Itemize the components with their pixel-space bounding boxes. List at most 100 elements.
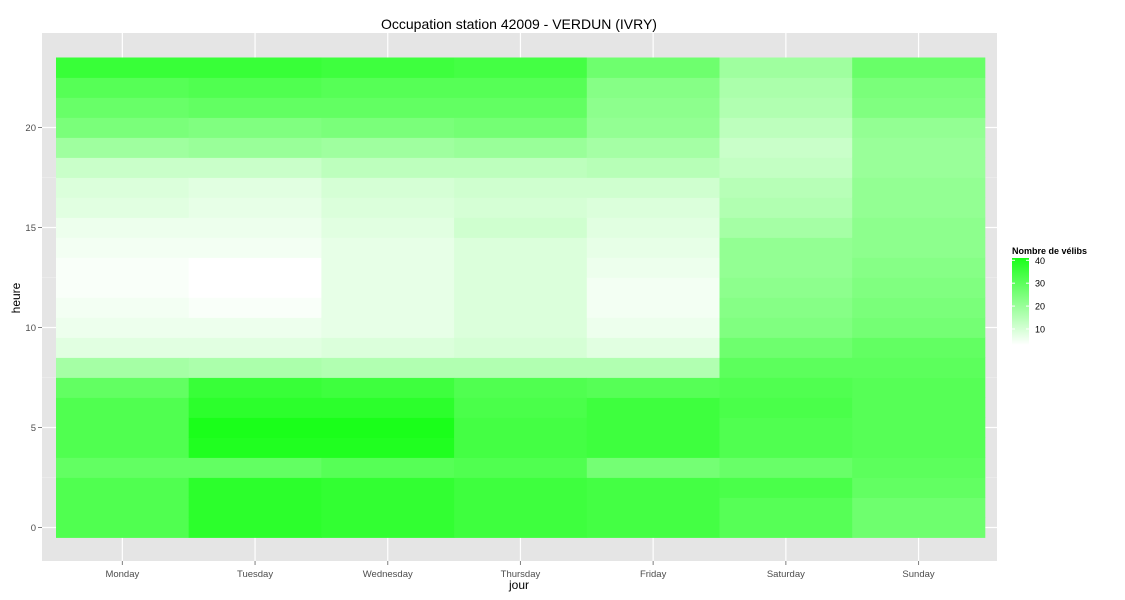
heatmap-cell-wednesday-3 [321, 457, 455, 478]
heatmap-cell-friday-9 [586, 337, 720, 358]
heatmap-cell-friday-15 [586, 217, 720, 238]
heatmap-cell-thursday-21 [454, 97, 588, 118]
heatmap-cell-thursday-11 [454, 297, 588, 318]
heatmap-cell-wednesday-12 [321, 277, 455, 298]
heatmap-cell-monday-22 [56, 77, 190, 98]
heatmap-cell-friday-13 [586, 257, 720, 278]
heatmap-cell-friday-17 [586, 177, 720, 198]
color-legend: Nombre de vélibs 10 20 30 40 [1012, 246, 1087, 345]
heatmap-cell-sunday-1 [852, 497, 986, 518]
heatmap-cell-tuesday-11 [188, 297, 322, 318]
heatmap-cell-sunday-19 [852, 137, 986, 158]
heatmap-cell-tuesday-14 [188, 237, 322, 258]
heatmap-cell-thursday-18 [454, 157, 588, 178]
heatmap-cell-monday-2 [56, 477, 190, 498]
heatmap-cell-friday-10 [586, 317, 720, 338]
heatmap-cell-monday-14 [56, 237, 190, 258]
heatmap-tiles [56, 57, 986, 538]
heatmap-cell-wednesday-15 [321, 217, 455, 238]
heatmap-cell-sunday-11 [852, 297, 986, 318]
y-tick-label: 0 [31, 523, 36, 534]
heatmap-cell-tuesday-4 [188, 437, 322, 458]
chart-title: Occupation station 42009 - VERDUN (IVRY) [381, 16, 657, 32]
heatmap-cell-thursday-23 [454, 57, 588, 78]
heatmap-cell-sunday-21 [852, 97, 986, 118]
heatmap-cell-tuesday-18 [188, 157, 322, 178]
legend-color-bar [1012, 258, 1029, 345]
heatmap-cell-saturday-5 [719, 417, 853, 438]
heatmap-cell-thursday-4 [454, 437, 588, 458]
heatmap-cell-wednesday-18 [321, 157, 455, 178]
heatmap-cell-monday-23 [56, 57, 190, 78]
heatmap-cell-saturday-12 [719, 277, 853, 298]
heatmap-cell-tuesday-21 [188, 97, 322, 118]
legend-tick-label: 10 [1035, 324, 1045, 334]
heatmap-cell-saturday-23 [719, 57, 853, 78]
heatmap-cell-monday-13 [56, 257, 190, 278]
heatmap-cell-friday-7 [586, 377, 720, 398]
heatmap-cell-thursday-9 [454, 337, 588, 358]
heatmap-cell-monday-11 [56, 297, 190, 318]
heatmap-cell-saturday-20 [719, 117, 853, 138]
heatmap-cell-monday-15 [56, 217, 190, 238]
heatmap-cell-friday-20 [586, 117, 720, 138]
heatmap-cell-saturday-13 [719, 257, 853, 278]
heatmap-cell-wednesday-8 [321, 357, 455, 378]
heatmap-cell-sunday-6 [852, 397, 986, 418]
heatmap-cell-thursday-15 [454, 217, 588, 238]
heatmap-cell-friday-11 [586, 297, 720, 318]
heatmap-cell-tuesday-9 [188, 337, 322, 358]
heatmap-cell-friday-3 [586, 457, 720, 478]
heatmap-cell-tuesday-20 [188, 117, 322, 138]
heatmap-cell-sunday-2 [852, 477, 986, 498]
heatmap-cell-tuesday-13 [188, 257, 322, 278]
heatmap-cell-thursday-12 [454, 277, 588, 298]
heatmap-cell-monday-5 [56, 417, 190, 438]
heatmap-cell-tuesday-7 [188, 377, 322, 398]
heatmap-cell-sunday-3 [852, 457, 986, 478]
heatmap-cell-saturday-22 [719, 77, 853, 98]
heatmap-cell-saturday-14 [719, 237, 853, 258]
heatmap-cell-sunday-16 [852, 197, 986, 218]
heatmap-cell-tuesday-10 [188, 317, 322, 338]
heatmap-cell-thursday-7 [454, 377, 588, 398]
heatmap-cell-friday-8 [586, 357, 720, 378]
heatmap-cell-saturday-17 [719, 177, 853, 198]
heatmap-cell-wednesday-23 [321, 57, 455, 78]
heatmap-cell-sunday-18 [852, 157, 986, 178]
heatmap-cell-sunday-23 [852, 57, 986, 78]
heatmap-cell-monday-19 [56, 137, 190, 158]
heatmap-cell-tuesday-23 [188, 57, 322, 78]
heatmap-cell-thursday-2 [454, 477, 588, 498]
heatmap-cell-wednesday-1 [321, 497, 455, 518]
heatmap-cell-sunday-12 [852, 277, 986, 298]
heatmap-cell-friday-19 [586, 137, 720, 158]
x-tick-label: Sunday [902, 569, 934, 580]
heatmap-cell-sunday-9 [852, 337, 986, 358]
heatmap-cell-wednesday-13 [321, 257, 455, 278]
x-tick-label: Saturday [767, 569, 805, 580]
heatmap-cell-thursday-1 [454, 497, 588, 518]
heatmap-cell-saturday-19 [719, 137, 853, 158]
heatmap-cell-saturday-4 [719, 437, 853, 458]
heatmap-cell-sunday-15 [852, 217, 986, 238]
heatmap-cell-monday-17 [56, 177, 190, 198]
heatmap-cell-friday-14 [586, 237, 720, 258]
heatmap-cell-tuesday-6 [188, 397, 322, 418]
heatmap-cell-monday-21 [56, 97, 190, 118]
heatmap-cell-saturday-8 [719, 357, 853, 378]
heatmap-cell-tuesday-8 [188, 357, 322, 378]
heatmap-cell-monday-20 [56, 117, 190, 138]
heatmap-cell-thursday-14 [454, 237, 588, 258]
heatmap-cell-saturday-15 [719, 217, 853, 238]
x-tick-label: Friday [640, 569, 667, 580]
heatmap-cell-wednesday-19 [321, 137, 455, 158]
heatmap-cell-wednesday-21 [321, 97, 455, 118]
heatmap-cell-sunday-10 [852, 317, 986, 338]
heatmap-cell-monday-0 [56, 517, 190, 538]
heatmap-cell-monday-3 [56, 457, 190, 478]
axis-ticks: 0 5 10 15 20 Monday Tuesday Wednesday Thursday Fr… [25, 123, 934, 580]
heatmap-cell-monday-8 [56, 357, 190, 378]
heatmap-cell-thursday-20 [454, 117, 588, 138]
